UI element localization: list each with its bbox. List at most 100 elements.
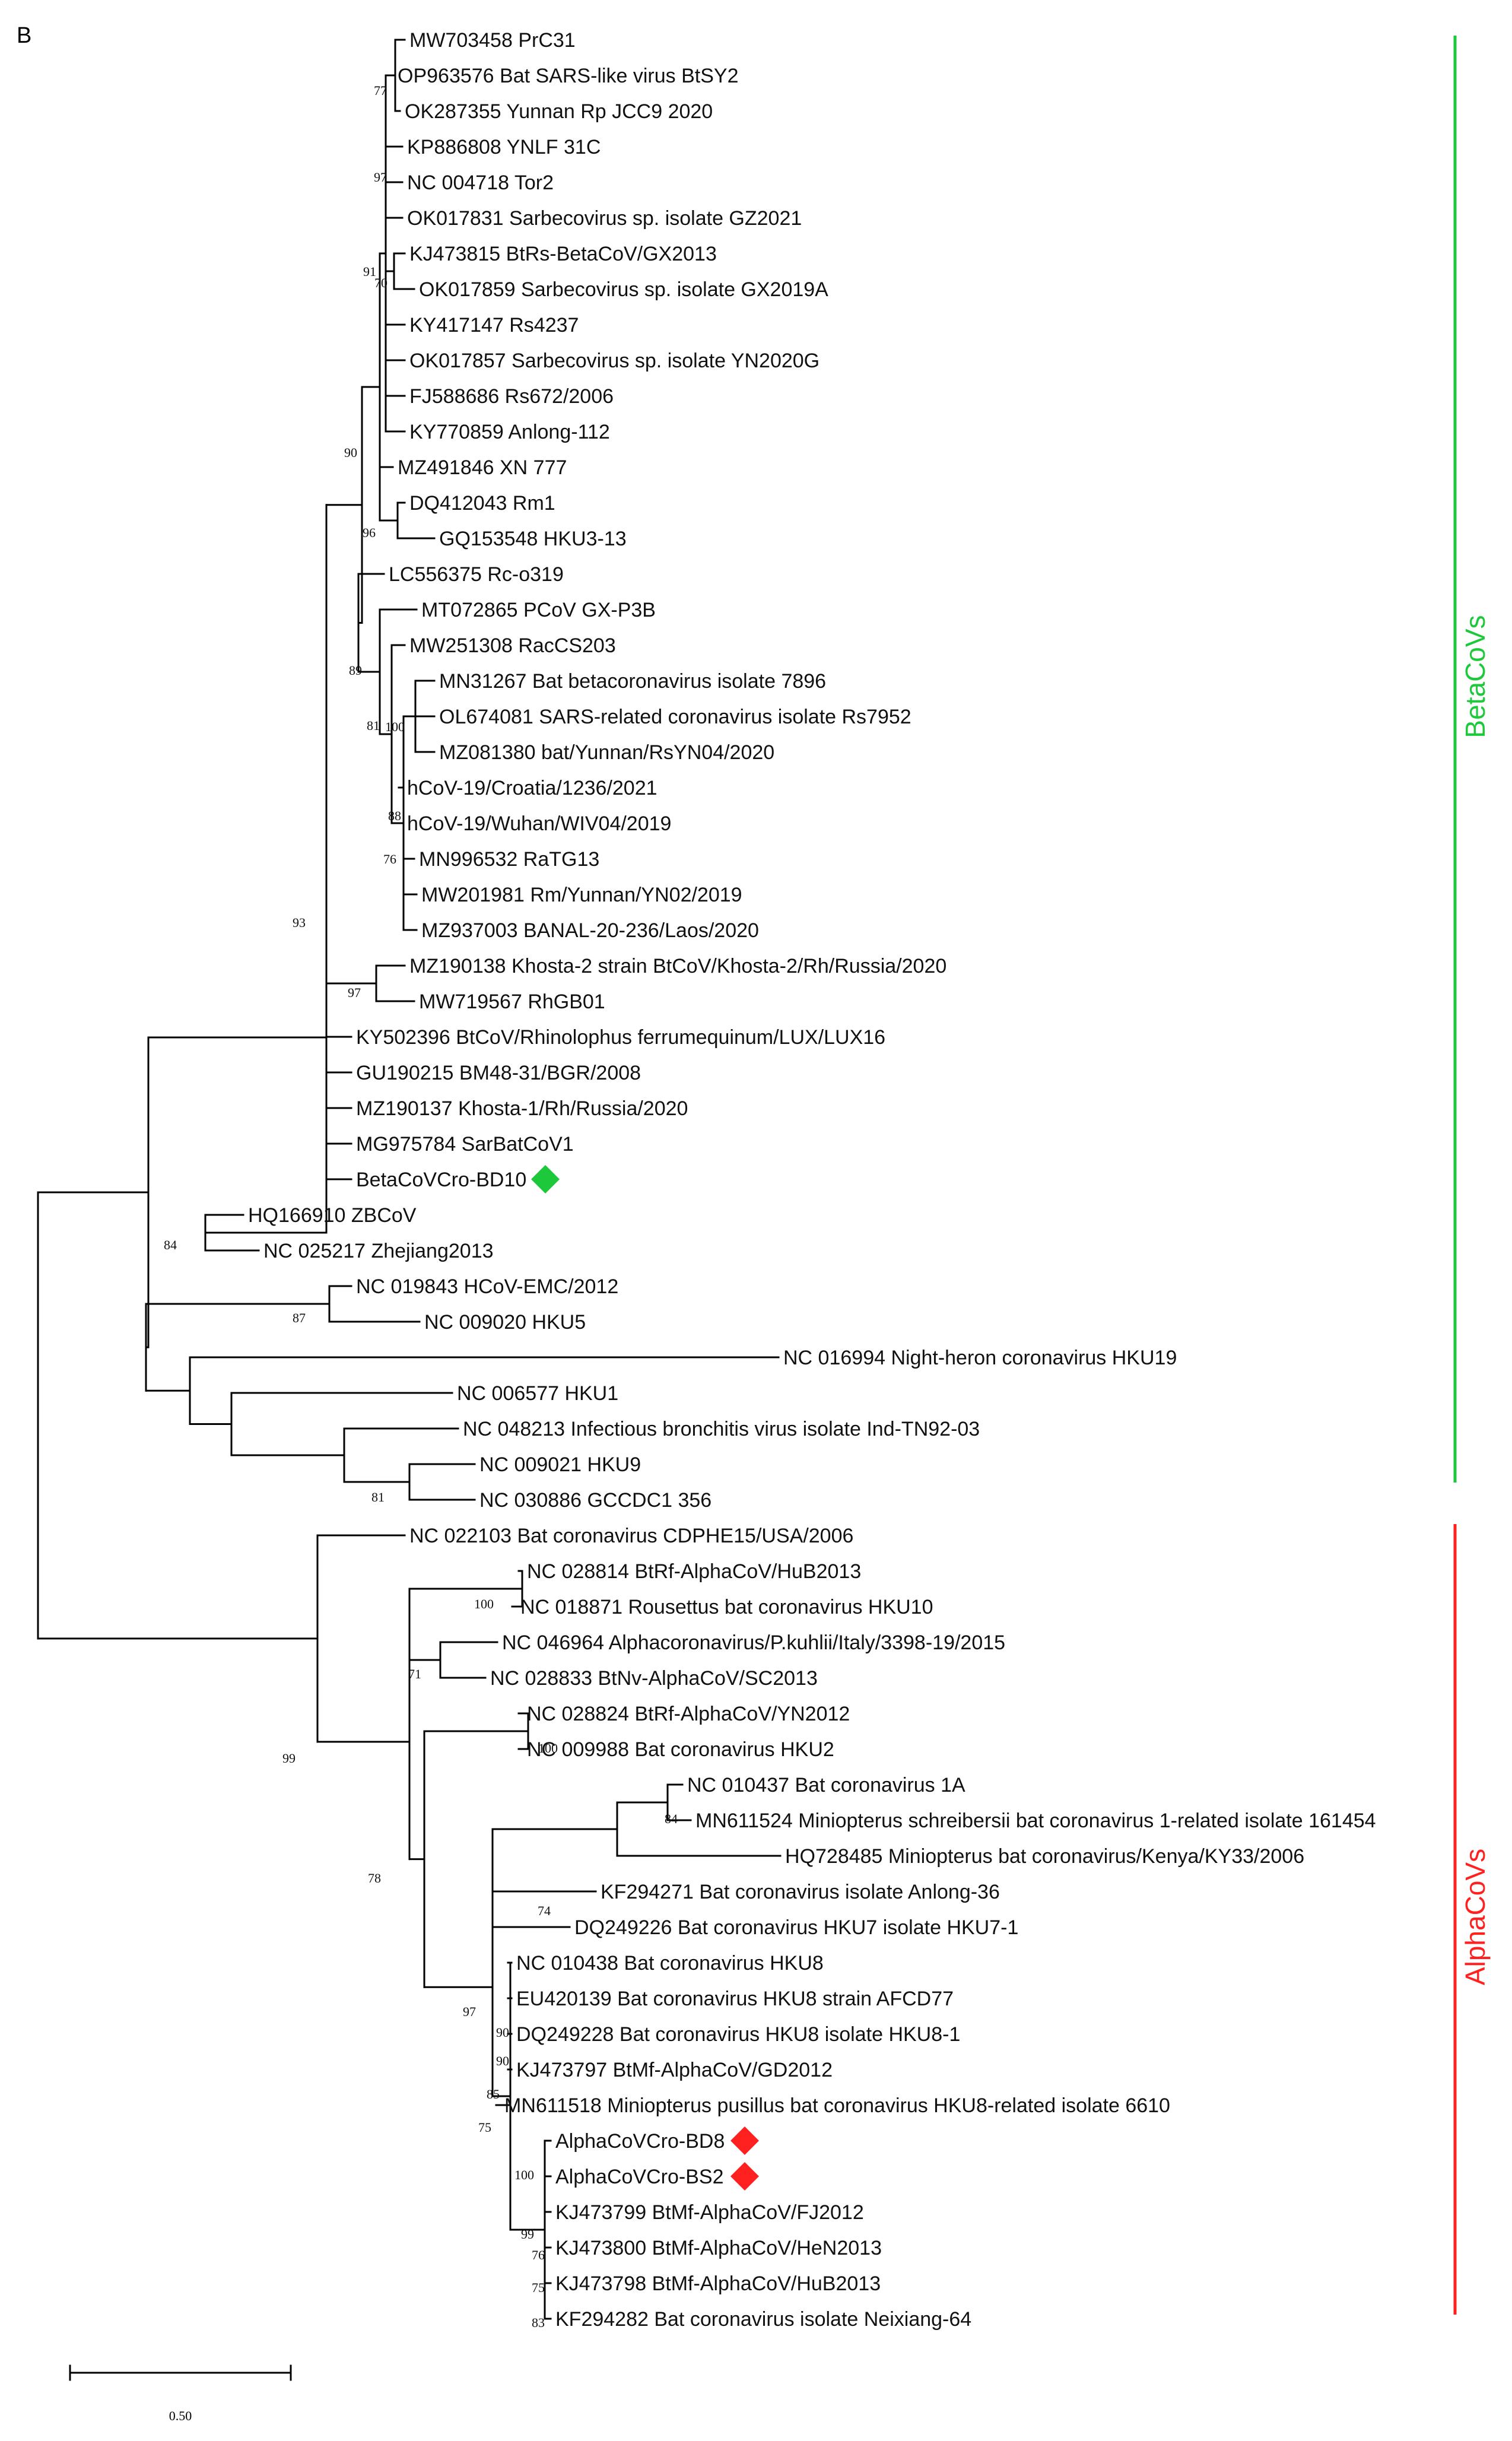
leaf-label: BetaCoVCro-BD10 — [356, 1169, 526, 1191]
leaf-label: KF294271 Bat coronavirus isolate Anlong-… — [601, 1881, 1000, 1903]
leaf-label: KJ473800 BtMf-AlphaCoV/HeN2013 — [555, 2237, 882, 2259]
leaf-label: MZ190138 Khosta-2 strain BtCoV/Khosta-2/… — [409, 955, 946, 977]
sample-diamond-marker — [730, 2126, 759, 2155]
leaf-label: NC 028824 BtRf-AlphaCoV/YN2012 — [527, 1703, 850, 1725]
leaf-label: OL674081 SARS-related coronavirus isolat… — [439, 706, 911, 728]
bootstrap-value: 90 — [344, 445, 357, 460]
sample-diamond-marker — [730, 2162, 759, 2191]
leaf-label: NC 028833 BtNv-AlphaCoV/SC2013 — [490, 1667, 818, 1690]
bootstrap-value: 77 — [374, 83, 387, 98]
leaf-label: NC 004718 Tor2 — [407, 172, 554, 194]
sample-diamond-marker — [531, 1165, 560, 1193]
leaf-label: NC 030886 GCCDC1 356 — [479, 1489, 711, 1512]
leaf-label: KY770859 Anlong-112 — [409, 421, 610, 443]
alphacov-clade-label: AlphaCoVs — [1460, 1849, 1491, 1985]
leaf-label: LC556375 Rc-o319 — [389, 563, 564, 586]
leaf-label: MG975784 SarBatCoV1 — [356, 1133, 574, 1156]
bootstrap-value: 100 — [474, 1596, 494, 1611]
leaf-label: MN31267 Bat betacoronavirus isolate 7896 — [439, 670, 826, 693]
leaf-label: KJ473799 BtMf-AlphaCoV/FJ2012 — [555, 2201, 864, 2224]
leaf-label: MN996532 RaTG13 — [419, 848, 599, 871]
leaf-label: GU190215 BM48-31/BGR/2008 — [356, 1062, 641, 1084]
leaf-label: MW703458 PrC31 — [409, 29, 576, 52]
bootstrap-value: 93 — [293, 915, 306, 930]
leaf-label: KY417147 Rs4237 — [409, 314, 579, 337]
bootstrap-value: 84 — [665, 1811, 678, 1826]
bootstrap-value: 96 — [363, 525, 376, 540]
bootstrap-value: 90 — [496, 2053, 509, 2068]
panel-label: B — [17, 23, 31, 48]
bootstrap-value: 89 — [349, 663, 362, 678]
leaf-label: AlphaCoVCro-BS2 — [555, 2166, 723, 2188]
leaf-label: NC 022103 Bat coronavirus CDPHE15/USA/20… — [409, 1525, 853, 1547]
bootstrap-value: 70 — [374, 275, 387, 290]
leaf-label: KJ473798 BtMf-AlphaCoV/HuB2013 — [555, 2272, 881, 2295]
leaf-label: OK017857 Sarbecovirus sp. isolate YN2020… — [409, 350, 819, 372]
leaf-label: MZ937003 BANAL-20-236/Laos/2020 — [421, 919, 759, 942]
tree-branches — [37, 39, 782, 2320]
leaf-label: NC 048213 Infectious bronchitis virus is… — [463, 1418, 980, 1440]
leaf-label: NC 016994 Night-heron coronavirus HKU19 — [783, 1347, 1177, 1369]
leaf-label: EU420139 Bat coronavirus HKU8 strain AFC… — [516, 1988, 954, 2010]
leaf-label: MZ081380 bat/Yunnan/RsYN04/2020 — [439, 741, 774, 764]
leaf-label: DQ249228 Bat coronavirus HKU8 isolate HK… — [516, 2023, 960, 2046]
leaf-labels: MW703458 PrC31 OP963576 Bat SARS-like vir… — [248, 29, 1376, 2331]
bootstrap-value: 75 — [478, 2120, 491, 2135]
leaf-label: KP886808 YNLF 31C — [407, 136, 601, 158]
leaf-label: MN611524 Miniopterus schreibersii bat co… — [695, 1810, 1376, 1832]
leaf-label: OK287355 Yunnan Rp JCC9 2020 — [405, 100, 713, 123]
leaf-label: NC 009021 HKU9 — [479, 1453, 641, 1476]
bootstrap-value: 99 — [282, 1751, 296, 1766]
bootstrap-value: 71 — [408, 1667, 421, 1681]
sample-markers — [531, 1165, 759, 2191]
leaf-label: KY502396 BtCoV/Rhinolophus ferrumequinum… — [356, 1026, 885, 1049]
leaf-label: KJ473815 BtRs-BetaCoV/GX2013 — [409, 243, 717, 265]
leaf-label: DQ412043 Rm1 — [409, 492, 555, 515]
leaf-label: NC 028814 BtRf-AlphaCoV/HuB2013 — [527, 1560, 861, 1583]
bootstrap-value: 100 — [514, 2167, 534, 2182]
leaf-label: NC 018871 Rousettus bat coronavirus HKU1… — [520, 1596, 933, 1618]
bootstrap-value: 78 — [368, 1871, 381, 1885]
leaf-label: NC 010438 Bat coronavirus HKU8 — [516, 1952, 824, 1975]
bootstrap-value: 100 — [385, 719, 405, 734]
bootstrap-value: 97 — [374, 170, 387, 185]
bootstrap-value: 97 — [348, 985, 361, 1000]
leaf-label: hCoV-19/Wuhan/WIV04/2019 — [407, 812, 671, 835]
bootstrap-value: 74 — [538, 1903, 551, 1918]
leaf-label: FJ588686 Rs672/2006 — [409, 385, 614, 408]
leaf-label: NC 006577 HKU1 — [457, 1382, 618, 1405]
leaf-label: NC 046964 Alphacoronavirus/P.kuhlii/Ital… — [502, 1631, 1005, 1654]
leaf-label: NC 019843 HCoV-EMC/2012 — [356, 1275, 618, 1298]
leaf-label: MW201981 Rm/Yunnan/YN02/2019 — [421, 884, 742, 906]
bootstrap-value: 97 — [463, 2004, 476, 2019]
leaf-label: KF294282 Bat coronavirus isolate Neixian… — [555, 2308, 971, 2331]
leaf-label: AlphaCoVCro-BD8 — [555, 2130, 725, 2153]
scale-bar-label: 0.50 — [169, 2408, 192, 2423]
bootstrap-value: 100 — [538, 1741, 558, 1756]
leaf-label: OP963576 Bat SARS-like virus BtSY2 — [398, 65, 739, 87]
leaf-label: HQ166910 ZBCoV — [248, 1204, 417, 1227]
leaf-label: NC 025217 Zhejiang2013 — [263, 1240, 494, 1262]
leaf-label: HQ728485 Miniopterus bat coronavirus/Ken… — [785, 1845, 1304, 1868]
betacov-clade-label: BetaCoVs — [1460, 615, 1491, 738]
bootstrap-value: 84 — [164, 1237, 177, 1252]
leaf-label: MT072865 PCoV GX-P3B — [421, 599, 656, 621]
leaf-label: MZ190137 Khosta-1/Rh/Russia/2020 — [356, 1097, 688, 1120]
leaf-label: MZ491846 XN 777 — [398, 456, 567, 479]
bootstrap-value: 88 — [388, 808, 401, 823]
leaf-label: MW251308 RacCS203 — [409, 634, 616, 657]
leaf-label: NC 009020 HKU5 — [424, 1311, 586, 1334]
bootstrap-value: 91 — [363, 264, 376, 279]
leaf-label: NC 010437 Bat coronavirus 1A — [687, 1774, 965, 1796]
bootstrap-value: 75 — [532, 2280, 545, 2295]
scale-bar: 0.50 — [69, 2364, 292, 2423]
leaf-label: OK017831 Sarbecovirus sp. isolate GZ2021 — [407, 207, 802, 230]
bootstrap-value: 90 — [496, 2025, 509, 2040]
leaf-label: NC 009988 Bat coronavirus HKU2 — [527, 1738, 834, 1761]
leaf-label: GQ153548 HKU3-13 — [439, 528, 627, 550]
bootstrap-value: 87 — [293, 1310, 306, 1325]
bootstrap-value: 99 — [521, 2227, 534, 2242]
bootstrap-value: 76 — [383, 852, 396, 866]
